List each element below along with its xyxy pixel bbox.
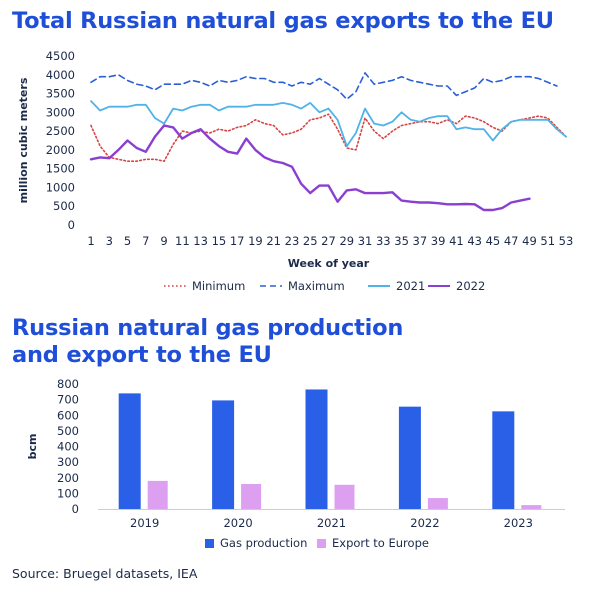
- line-y-tick-1500: 1500: [46, 162, 75, 176]
- line-x-tick-5: 5: [124, 234, 131, 248]
- line-x-tick-49: 49: [522, 234, 537, 248]
- bar-legend-label-export-to-europe: Export to Europe: [332, 536, 429, 550]
- line-x-tick-7: 7: [142, 234, 149, 248]
- bar-export-to-europe-2019: [147, 480, 168, 509]
- line-x-tick-11: 11: [175, 234, 190, 248]
- series-line-2022: [89, 124, 531, 212]
- line-x-tick-13: 13: [193, 234, 208, 248]
- bar-y-tick-300: 300: [57, 455, 79, 469]
- line-y-tick-2000: 2000: [46, 143, 75, 157]
- line-x-tick-29: 29: [339, 234, 354, 248]
- series-line-minimum: [90, 113, 567, 162]
- bar-y-tick-800: 800: [57, 377, 79, 391]
- legend-label-2022: 2022: [456, 279, 485, 293]
- line-x-tick-21: 21: [266, 234, 281, 248]
- bar-x-tick-2021: 2021: [317, 516, 346, 530]
- line-x-tick-35: 35: [394, 234, 409, 248]
- bar-y-tick-700: 700: [57, 393, 79, 407]
- bar-gas-production-2023: [492, 411, 515, 509]
- line-x-tick-1: 1: [87, 234, 94, 248]
- bar-y-tick-400: 400: [57, 440, 79, 454]
- line-x-tick-31: 31: [358, 234, 373, 248]
- bar-y-axis-label: bcm: [26, 434, 39, 460]
- series-line-maximum: [90, 72, 558, 100]
- line-x-tick-43: 43: [467, 234, 482, 248]
- line-y-axis-label: million cubic meters: [17, 77, 30, 203]
- bar-gas-production-2021: [305, 389, 328, 509]
- bar-legend-label-gas-production: Gas production: [220, 536, 307, 550]
- bar-y-tick-200: 200: [57, 471, 79, 485]
- legend-label-2021: 2021: [396, 279, 425, 293]
- bar-x-tick-2022: 2022: [410, 516, 439, 530]
- line-chart-title: Total Russian natural gas exports to the…: [12, 8, 554, 34]
- bar-y-tick-0: 0: [72, 502, 79, 516]
- line-x-axis-label: Week of year: [288, 257, 370, 270]
- bar-legend-swatch-gas-production: [205, 539, 214, 548]
- bar-y-tick-500: 500: [57, 424, 79, 438]
- bar-chart-title-line-2: and export to the EU: [12, 342, 272, 368]
- bar-export-to-europe-2022: [427, 498, 448, 509]
- bar-x-tick-2019: 2019: [130, 516, 159, 530]
- bar-chart-title: Russian natural gas production and expor…: [12, 315, 403, 369]
- line-x-tick-37: 37: [413, 234, 428, 248]
- line-y-tick-4500: 4500: [46, 49, 75, 63]
- line-x-tick-33: 33: [376, 234, 391, 248]
- line-y-tick-1000: 1000: [46, 180, 75, 194]
- line-y-tick-0: 0: [68, 218, 75, 232]
- line-x-tick-41: 41: [449, 234, 464, 248]
- line-x-tick-45: 45: [486, 234, 501, 248]
- bar-y-tick-100: 100: [57, 486, 79, 500]
- line-x-tick-47: 47: [504, 234, 519, 248]
- line-x-tick-17: 17: [230, 234, 245, 248]
- line-x-tick-39: 39: [431, 234, 446, 248]
- line-x-tick-53: 53: [559, 234, 574, 248]
- line-y-tick-3000: 3000: [46, 105, 75, 119]
- bar-export-to-europe-2023: [521, 505, 542, 509]
- series-line-2021: [90, 100, 567, 148]
- bar-x-tick-2023: 2023: [504, 516, 533, 530]
- legend-label-maximum: Maximum: [288, 279, 345, 293]
- legend-label-minimum: Minimum: [192, 279, 245, 293]
- bar-gas-production-2020: [212, 400, 235, 509]
- line-y-tick-500: 500: [53, 199, 75, 213]
- line-y-tick-2500: 2500: [46, 124, 75, 138]
- line-y-tick-3500: 3500: [46, 87, 75, 101]
- bar-export-to-europe-2020: [241, 484, 262, 509]
- bar-chart-title-line-1: Russian natural gas production: [12, 315, 404, 341]
- line-x-tick-23: 23: [285, 234, 300, 248]
- line-x-tick-19: 19: [248, 234, 263, 248]
- bar-legend-swatch-export-to-europe: [317, 539, 326, 548]
- line-x-tick-51: 51: [540, 234, 555, 248]
- line-x-tick-25: 25: [303, 234, 318, 248]
- source-note: Source: Bruegel datasets, IEA: [12, 566, 198, 581]
- bar-y-tick-600: 600: [57, 408, 79, 422]
- line-x-tick-9: 9: [160, 234, 167, 248]
- bar-export-to-europe-2021: [334, 484, 355, 509]
- bar-x-tick-2020: 2020: [223, 516, 252, 530]
- bar-gas-production-2022: [398, 406, 421, 509]
- line-x-tick-3: 3: [106, 234, 113, 248]
- line-x-tick-15: 15: [212, 234, 227, 248]
- bar-gas-production-2019: [118, 393, 141, 509]
- line-y-tick-4000: 4000: [46, 68, 75, 82]
- line-x-tick-27: 27: [321, 234, 336, 248]
